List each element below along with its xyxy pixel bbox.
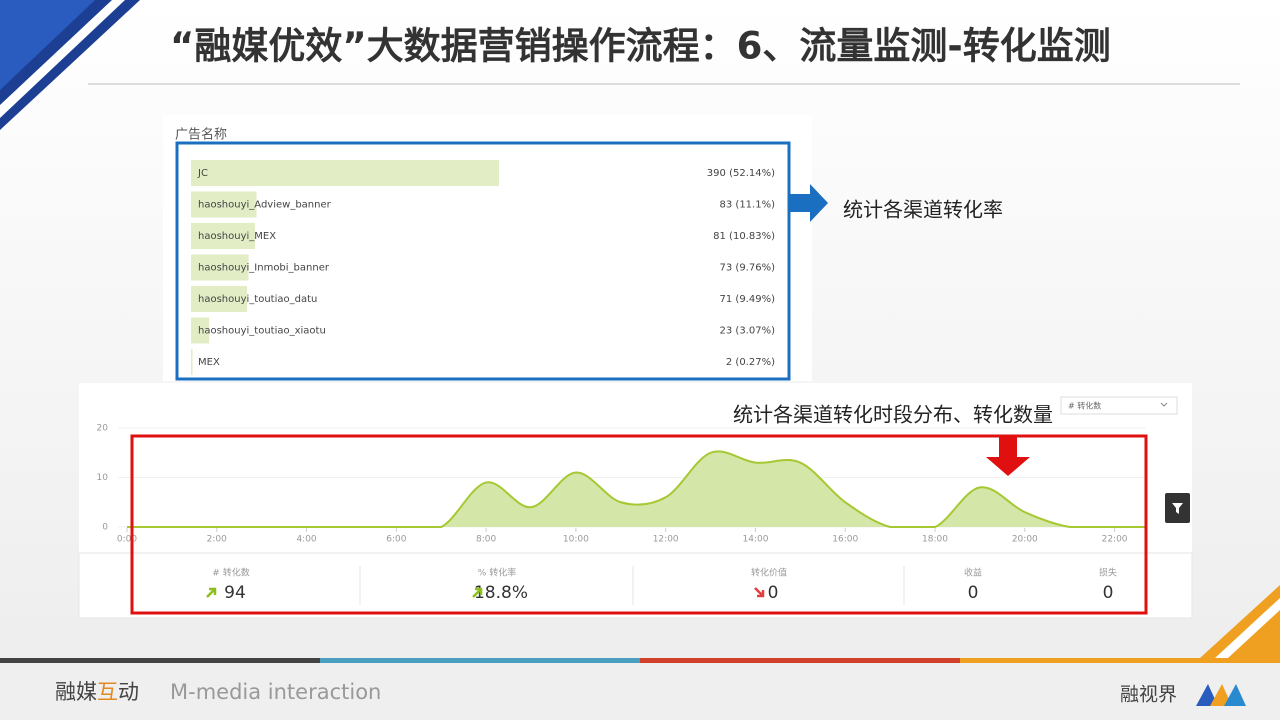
stats-row: # 转化数 94 % 转化率 18.8% 转化价值 0 收益 0 损失 0 xyxy=(206,566,1117,605)
area xyxy=(127,451,1146,527)
row-name: MEX xyxy=(198,357,220,368)
stat-label: # 转化数 xyxy=(212,567,249,579)
bar xyxy=(191,223,255,249)
footer-bar xyxy=(960,658,1280,663)
red-highlight xyxy=(130,434,1148,615)
title: “融媒优效”大数据营销操作流程：6、流量监测-转化监测 xyxy=(170,25,1111,68)
blue-highlight xyxy=(175,141,791,381)
x-tick-label: 14:00 xyxy=(742,535,768,545)
stat-label: 收益 xyxy=(964,567,982,579)
row-value: 390 (52.14%) xyxy=(707,168,775,179)
row-value: 81 (10.83%) xyxy=(713,231,775,242)
row-value: 71 (9.49%) xyxy=(720,294,776,305)
dropdown-label: # 转化数 xyxy=(1068,401,1101,411)
logo xyxy=(1224,684,1246,706)
x-tick-label: 22:00 xyxy=(1102,535,1128,545)
y-tick-label: 20 xyxy=(97,424,109,434)
x-tick-label: 20:00 xyxy=(1012,535,1038,545)
x-tick-label: 18:00 xyxy=(922,535,948,545)
stats-panel xyxy=(78,552,1193,619)
x-tick-label: 0:00 xyxy=(117,535,137,545)
logo xyxy=(1210,684,1232,706)
trend-up xyxy=(206,587,217,598)
row-value: 23 (3.07%) xyxy=(720,326,776,337)
row-name: haoshouyi_MEX xyxy=(198,231,276,242)
footer-bar xyxy=(640,658,960,663)
footer-bar xyxy=(0,658,320,663)
y-tick-label: 0 xyxy=(102,523,108,533)
area-chart: 0 10 20 0:00 2:00 4:00 6:00 8:00 10:00 12:00 14:00… xyxy=(97,424,1146,545)
corner-stripe xyxy=(0,0,125,118)
stat-label: % 转化率 xyxy=(478,567,516,579)
bar xyxy=(191,254,249,281)
footer-brand: 融媒互动 xyxy=(55,680,139,704)
x-tick-label: 6:00 xyxy=(386,535,406,545)
row-value: 73 (9.76%) xyxy=(720,263,776,274)
ad-panel-label: 广告名称 xyxy=(175,127,227,143)
footer-right: 融视界 xyxy=(1120,684,1177,706)
trend-up xyxy=(472,587,483,598)
trend-down xyxy=(754,587,765,598)
stat-value: 0 xyxy=(968,583,979,603)
dropdown[interactable] xyxy=(1060,396,1178,415)
brand-part: 融媒 xyxy=(55,680,97,704)
line xyxy=(127,450,1146,528)
footer-bar xyxy=(320,658,640,663)
row-name: JC xyxy=(197,168,208,179)
ad-rows: JC 390 (52.14%) haoshouyi_Adview_banner 83 … xyxy=(191,160,775,375)
corner-deco-inner xyxy=(0,0,95,90)
x-tick-label: 12:00 xyxy=(653,535,679,545)
stat-label: 损失 xyxy=(1099,567,1117,579)
corner-deco-br xyxy=(1200,585,1280,658)
row-value: 83 (11.1%) xyxy=(720,200,776,211)
ad-panel xyxy=(163,115,812,381)
row-name: haoshouyi_toutiao_datu xyxy=(198,294,317,305)
red-arrow xyxy=(986,437,1030,476)
stat-value: 0 xyxy=(768,583,779,603)
logo xyxy=(1196,684,1218,706)
bar xyxy=(191,286,248,312)
annotation-rate: 统计各渠道转化率 xyxy=(843,198,1003,222)
y-tick-label: 10 xyxy=(97,473,109,483)
stat-value: 94 xyxy=(224,583,246,603)
x-tick-label: 16:00 xyxy=(832,535,858,545)
row-name: haoshouyi_Adview_banner xyxy=(198,200,332,211)
stat-value: 0 xyxy=(1103,583,1114,603)
blue-arrow xyxy=(790,184,828,222)
x-tick-label: 4:00 xyxy=(296,535,316,545)
x-tick-label: 8:00 xyxy=(476,535,496,545)
stat-label: 转化价值 xyxy=(751,567,787,579)
bar xyxy=(191,160,499,186)
footer xyxy=(0,663,1280,720)
brand-part: 互 xyxy=(97,680,118,704)
bar xyxy=(191,349,193,375)
stat-value: 18.8% xyxy=(474,583,528,603)
row-value: 2 (0.27%) xyxy=(726,357,775,368)
dropdown-caret xyxy=(1160,402,1168,407)
row-name: haoshouyi_Inmobi_banner xyxy=(198,263,330,274)
filter-icon xyxy=(1172,503,1183,514)
bar xyxy=(191,317,210,344)
row-name: haoshouyi_toutiao_xiaotu xyxy=(198,326,326,337)
bar xyxy=(191,191,257,218)
x-tick-label: 10:00 xyxy=(563,535,589,545)
corner-stripe-br xyxy=(1215,598,1280,658)
brand-part: 动 xyxy=(118,680,139,704)
annotation-time: 统计各渠道转化时段分布、转化数量 xyxy=(733,403,1053,427)
x-tick-label: 2:00 xyxy=(207,535,227,545)
footer-tagline: M-media interaction xyxy=(170,680,381,704)
